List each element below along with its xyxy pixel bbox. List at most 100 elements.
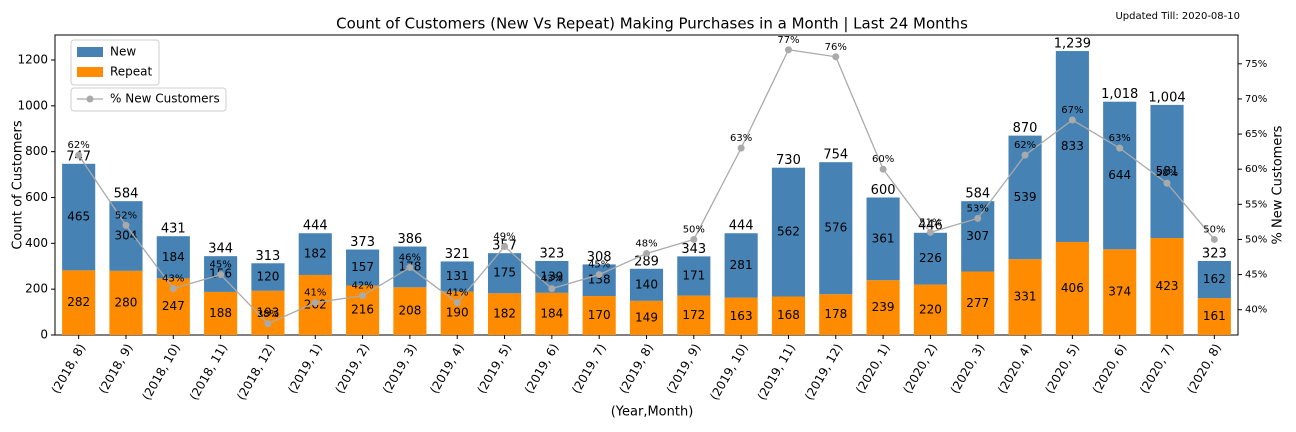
- point-label: 62%: [1014, 140, 1036, 151]
- bar-total-label: 600: [871, 183, 896, 198]
- bar-segment: [677, 295, 711, 335]
- legend-swatch: [77, 67, 103, 77]
- bar-value-label: 120: [256, 270, 279, 284]
- bar-segment: [819, 294, 853, 335]
- bar-value-label: 216: [351, 303, 374, 317]
- point-label: 60%: [872, 154, 894, 165]
- point-label: 50%: [1203, 224, 1225, 235]
- y2-tick-label: 40%: [1245, 305, 1267, 316]
- bar-total-label: 1,239: [1054, 37, 1091, 52]
- line-point: [453, 299, 461, 307]
- bar-segment: [961, 271, 995, 335]
- line-point: [926, 228, 934, 236]
- bar-total-label: 308: [587, 250, 612, 265]
- bar-value-label: 182: [304, 247, 327, 261]
- bar-total-label: 446: [918, 218, 943, 233]
- bar-segment: [109, 201, 143, 271]
- bar-value-label: 168: [777, 308, 800, 322]
- y2-tick-label: 55%: [1245, 199, 1267, 210]
- bar-value-label: 171: [682, 268, 705, 282]
- bar-value-label: 644: [1108, 168, 1131, 182]
- line-point: [548, 285, 556, 293]
- x-tick-label: (2020, 8): [1184, 341, 1224, 396]
- bar-value-label: 161: [1203, 309, 1226, 323]
- legend-label: % New Customers: [110, 92, 220, 106]
- bar-total-label: 323: [1202, 246, 1227, 261]
- x-tick-label: (2019, 4): [427, 341, 467, 396]
- legend-label: Repeat: [110, 65, 153, 79]
- bar-segment: [1197, 260, 1231, 299]
- line-point: [122, 221, 130, 229]
- x-tick-label: (2019, 12): [802, 341, 846, 402]
- line-point: [879, 165, 887, 173]
- y2-tick-label: 45%: [1245, 270, 1267, 281]
- bar-value-label: 307: [966, 229, 989, 243]
- bar-value-label: 170: [588, 308, 611, 322]
- bar-segment: [535, 292, 569, 335]
- bar-segment: [629, 268, 664, 301]
- bar-segment: [1150, 104, 1184, 239]
- bar-segment: [393, 287, 427, 335]
- bar-segment: [1055, 51, 1089, 242]
- y2-tick-label: 75%: [1245, 59, 1267, 70]
- bar-value-label: 282: [67, 295, 90, 309]
- bar-value-label: 280: [115, 295, 138, 309]
- point-label: 41%: [446, 288, 468, 299]
- line-point: [1068, 116, 1076, 124]
- bar-segment: [771, 167, 806, 297]
- x-tick-label: (2020, 3): [948, 341, 988, 396]
- bar-segment: [440, 291, 474, 335]
- subtitle: Updated Till: 2020-08-10: [1115, 11, 1240, 22]
- bar-total-label: 289: [634, 254, 659, 269]
- line-point: [832, 53, 840, 61]
- legend-swatch: [77, 47, 103, 57]
- bar-total-label: 754: [823, 148, 848, 163]
- bar-segment: [961, 201, 995, 272]
- bar-value-label: 188: [209, 306, 232, 320]
- y-tick-label: 1000: [17, 98, 48, 112]
- y-tick-label: 800: [25, 144, 48, 158]
- point-label: 52%: [115, 210, 137, 221]
- y-tick-label: 0: [40, 328, 48, 342]
- bar-total-label: 313: [256, 249, 281, 264]
- bar-value-label: 182: [493, 307, 516, 321]
- point-label: 76%: [825, 42, 847, 53]
- bar-value-label: 172: [682, 308, 705, 322]
- bar-segment: [346, 249, 380, 286]
- x-tick-label: (2019, 11): [755, 341, 799, 402]
- x-tick-label: (2018, 12): [234, 341, 278, 402]
- x-tick-label: (2019, 7): [569, 341, 609, 396]
- bar-total-label: 386: [397, 232, 422, 247]
- point-label: 77%: [777, 35, 799, 46]
- bar-segment: [866, 280, 900, 335]
- x-tick-label: (2019, 1): [285, 341, 325, 396]
- x-axis-label: (Year,Month): [611, 405, 694, 420]
- line-point: [1210, 235, 1218, 243]
- bar-total-label: 1,004: [1148, 90, 1185, 105]
- y-tick-label: 400: [25, 236, 48, 250]
- bar-total-label: 321: [445, 247, 470, 262]
- bar-value-label: 423: [1156, 279, 1179, 293]
- x-tick-label: (2019, 3): [380, 341, 420, 396]
- point-label: 41%: [304, 288, 326, 299]
- bar-total-label: 1,018: [1101, 87, 1138, 102]
- line-point: [264, 320, 272, 328]
- line-point: [643, 250, 650, 258]
- x-tick-label: (2019, 10): [707, 341, 751, 402]
- bar-value-label: 149: [635, 310, 658, 324]
- bar-segment: [913, 284, 947, 335]
- bar-value-label: 576: [824, 221, 847, 235]
- x-tick-label: (2020, 5): [1042, 341, 1082, 396]
- x-tick-label: (2019, 6): [522, 341, 562, 396]
- line-point: [75, 151, 83, 159]
- line-point: [1021, 151, 1029, 159]
- bar-total-label: 444: [729, 219, 754, 234]
- point-label: 45%: [210, 260, 232, 271]
- y2-tick-label: 65%: [1245, 129, 1267, 140]
- bar-segment: [582, 296, 616, 335]
- bar-value-label: 562: [777, 225, 800, 239]
- point-label: 42%: [351, 281, 373, 292]
- bar-segment: [724, 233, 758, 298]
- point-label: 43%: [541, 274, 563, 285]
